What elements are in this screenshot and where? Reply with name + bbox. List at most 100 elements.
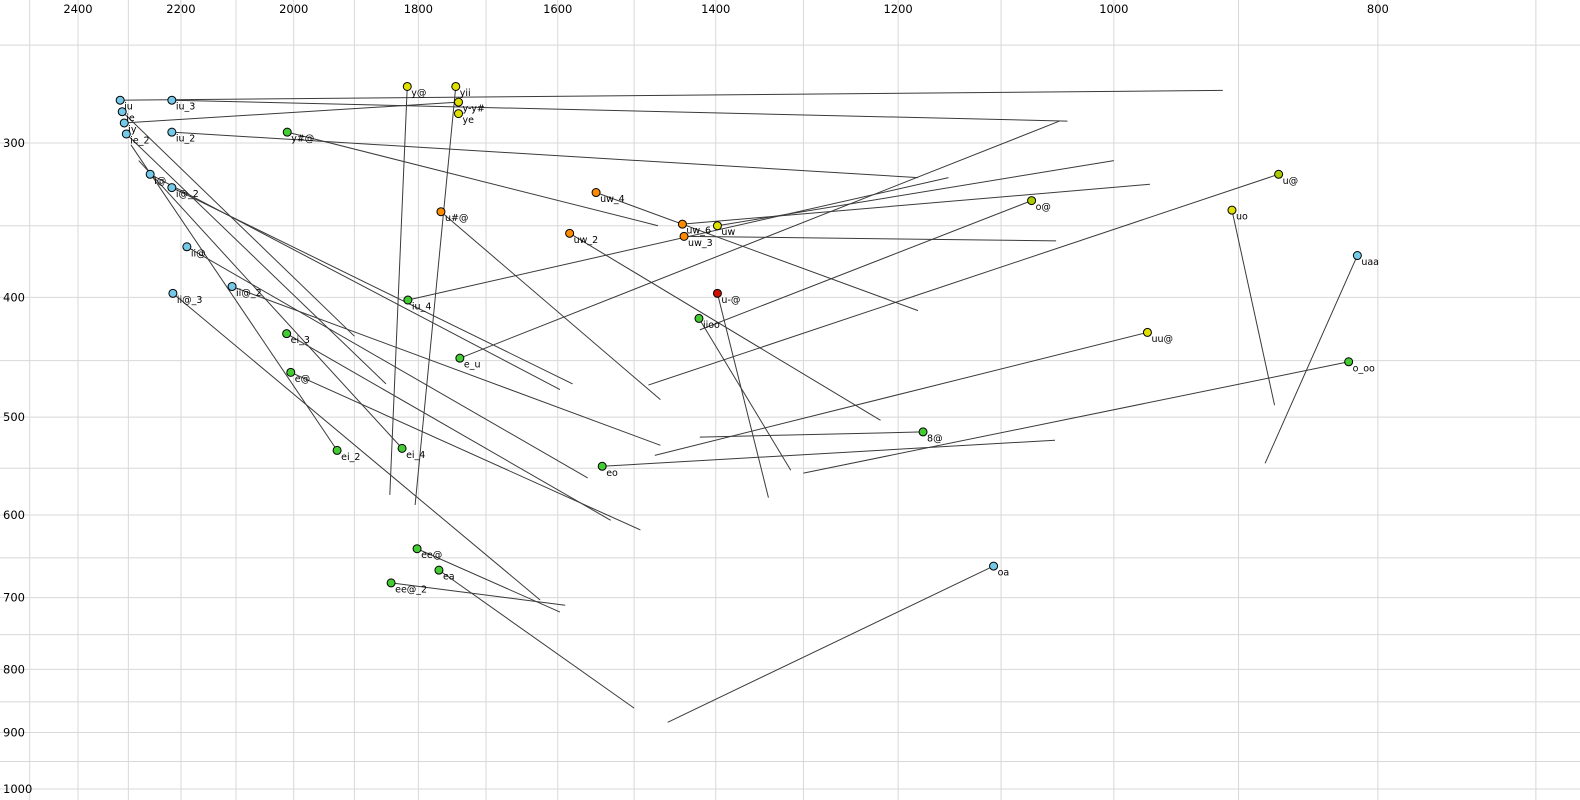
vowel-point-uw_3[interactable] [679, 231, 689, 241]
vowel-point-label-oa: oa [998, 568, 1010, 579]
vowel-point-o@[interactable] [1027, 196, 1037, 206]
vowel-point-e_u[interactable] [455, 353, 465, 363]
vowel-point-label-eo: eo [606, 468, 618, 479]
vowel-point-label-uu@: uu@ [1151, 334, 1173, 345]
vowel-point-label-ei_2: ei_2 [341, 452, 360, 463]
vowel-point-ee@_2[interactable] [386, 578, 396, 588]
y-axis-tick-label: 600 [3, 508, 25, 522]
vowel-point-label-e_u: e_u [464, 360, 481, 371]
y-axis-tick-label: 900 [3, 726, 25, 740]
trajectory-line-uw_3 [684, 235, 1057, 242]
trajectory-line-y@ [389, 86, 408, 495]
vowel-point-label-e@: e@ [295, 374, 310, 385]
vowel-point-ee@[interactable] [412, 544, 422, 554]
trajectory-line-uw [717, 160, 1114, 227]
vowel-point-label-ye: ye [462, 115, 474, 126]
vowel-point-iu_2[interactable] [167, 127, 177, 137]
vowel-point-label-u-@: u-@ [721, 295, 740, 306]
vowel-point-y@[interactable] [402, 81, 412, 91]
x-axis-tick-label: 2400 [63, 2, 92, 16]
vowel-point-ie[interactable] [117, 107, 127, 117]
trajectory-line-uaa [1264, 255, 1358, 464]
trajectory-line-iu_3 [171, 99, 1068, 122]
vowel-point-ea[interactable] [434, 565, 444, 575]
vowel-point-o_oo[interactable] [1344, 357, 1354, 367]
trajectory-line-u@ [648, 173, 1279, 386]
trajectory-line-ie [121, 111, 355, 337]
vowel-point-label-y@: y@ [411, 88, 426, 99]
vowel-point-uw_6[interactable] [677, 219, 687, 229]
y-axis-tick-label: 1000 [3, 782, 32, 796]
y-axis-tick-label: 400 [3, 290, 25, 304]
trajectory-line-uw_2 [569, 232, 881, 421]
vowel-point-label-iu_4: iu_4 [412, 302, 431, 313]
vowel-point-label-ee@_2: ee@_2 [395, 584, 427, 595]
vowel-point-iy[interactable] [119, 118, 129, 128]
vowel-point-label-ea: ea [443, 572, 455, 583]
vowel-point-label-i@: i@ [154, 176, 166, 187]
vowel-point-label-uw_3: uw_3 [688, 238, 713, 249]
vowel-point-8@[interactable] [918, 427, 928, 437]
vowel-point-ei_3[interactable] [282, 329, 292, 339]
vowel-point-label-iy: iy [128, 124, 137, 135]
trajectory-line-uu@ [654, 331, 1148, 456]
x-axis-tick-label: 1400 [701, 2, 730, 16]
vowel-point-label-o_oo: o_oo [1353, 363, 1375, 374]
trajectory-line-e@ [290, 371, 641, 531]
vowel-point-i@_2[interactable] [167, 183, 177, 193]
vowel-point-uu@[interactable] [1142, 327, 1152, 337]
trajectory-line-ei_2 [130, 144, 338, 451]
vowel-point-i@[interactable] [145, 169, 155, 179]
vowel-point-iu_3[interactable] [167, 95, 177, 105]
vowel-point-oa[interactable] [989, 561, 999, 571]
vowel-point-ye[interactable] [453, 109, 463, 119]
vowel-point-ii@_2[interactable] [227, 282, 237, 292]
vowel-point-uo[interactable] [1227, 205, 1237, 215]
vowel-point-e@[interactable] [286, 367, 296, 377]
vowel-point-uw[interactable] [712, 221, 722, 231]
vowel-point-y#@[interactable] [282, 127, 292, 137]
trajectory-line-ei_4 [138, 160, 403, 449]
vowel-point-ei_4[interactable] [397, 443, 407, 453]
x-axis-tick-label: 2200 [166, 2, 195, 16]
vowel-point-iu_4[interactable] [403, 295, 413, 305]
trajectory-line-ei_3 [286, 333, 611, 521]
trajectory-line-iu_2 [171, 131, 919, 179]
trajectory-line-iu [120, 89, 1223, 101]
vowel-point-uw_2[interactable] [565, 228, 575, 238]
vowel-point-label-ie_2: ie_2 [130, 135, 149, 146]
trajectory-line-8@ [699, 431, 924, 438]
trajectory-line-u-@ [716, 293, 769, 498]
vowel-point-label-uaa: uaa [1361, 257, 1379, 268]
vowel-point-ie_2[interactable] [121, 129, 131, 139]
vowel-point-label-ii@_3: ii@_3 [177, 295, 203, 306]
x-axis-tick-label: 800 [1367, 2, 1389, 16]
x-axis-tick-label: 1800 [404, 2, 433, 16]
trajectory-line-ie_2 [125, 133, 387, 385]
y-axis-tick-label: 300 [3, 136, 25, 150]
vowel-point-u@[interactable] [1274, 169, 1284, 179]
vowel-point-yii[interactable] [451, 81, 461, 91]
x-axis-tick-label: 1000 [1099, 2, 1128, 16]
trajectory-line-yii [414, 86, 457, 506]
vowel-point-label-uw_2: uw_2 [574, 235, 599, 246]
vowel-point-uaa[interactable] [1352, 251, 1362, 261]
vowel-point-label-iu_3: iu_3 [176, 102, 195, 113]
vowel-point-label-u@: u@ [1283, 176, 1299, 187]
vowel-point-iioo[interactable] [694, 313, 704, 323]
trajectory-line-ii@ [186, 246, 588, 479]
vowel-point-u-@[interactable] [712, 288, 722, 298]
trajectory-line-uo [1231, 210, 1276, 406]
vowel-point-iu[interactable] [115, 95, 125, 105]
vowel-point-eo[interactable] [597, 461, 607, 471]
vowel-point-ii@[interactable] [182, 242, 192, 252]
vowel-point-ei_2[interactable] [332, 445, 342, 455]
vowel-point-uw_4[interactable] [591, 188, 601, 198]
vowel-point-u#@[interactable] [436, 207, 446, 217]
vowel-point-label-ie: ie [126, 113, 135, 124]
vowel-point-ii@_3[interactable] [168, 288, 178, 298]
vowel-point-label-yii: yii [460, 88, 471, 99]
vowel-point-y-y#[interactable] [453, 97, 463, 107]
